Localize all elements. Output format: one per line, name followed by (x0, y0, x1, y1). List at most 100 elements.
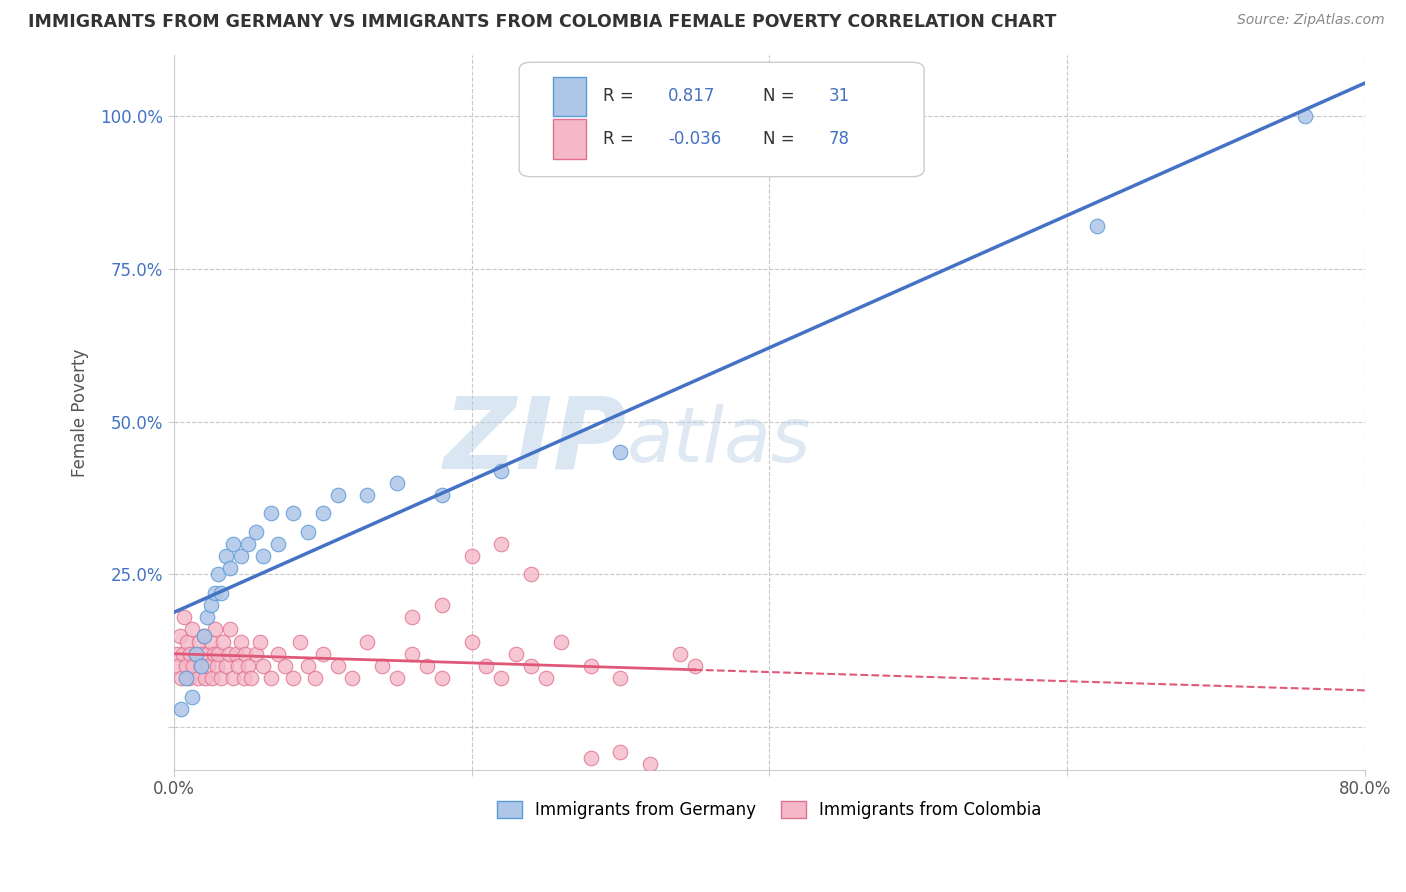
Point (197, 659, 219, 673)
Point (191, 647, 214, 661)
Point (219, 561, 242, 575)
Text: N =: N = (763, 87, 794, 105)
Point (215, 659, 238, 673)
Point (491, 537, 513, 551)
Point (187, 671, 209, 685)
Point (416, 659, 439, 673)
Text: Source: ZipAtlas.com: Source: ZipAtlas.com (1237, 13, 1385, 28)
Point (170, 702, 193, 716)
Point (683, 659, 706, 673)
Point (200, 598, 222, 612)
Point (222, 671, 245, 685)
Point (193, 629, 215, 643)
Point (252, 549, 274, 563)
Point (167, 659, 190, 673)
Point (579, 659, 602, 673)
Point (267, 647, 290, 661)
Point (194, 671, 217, 685)
Point (430, 671, 453, 685)
Point (638, 756, 661, 771)
Point (204, 586, 226, 600)
FancyBboxPatch shape (519, 62, 924, 177)
Point (215, 549, 238, 563)
Point (281, 507, 304, 521)
Point (238, 537, 260, 551)
Point (371, 659, 394, 673)
Point (201, 671, 224, 685)
Point (1294, 109, 1316, 123)
Point (173, 610, 195, 624)
Point (460, 549, 482, 563)
Point (342, 671, 364, 685)
Text: R =: R = (603, 129, 633, 148)
Point (207, 647, 229, 661)
Point (385, 671, 408, 685)
Point (176, 634, 198, 648)
Point (579, 751, 602, 765)
Point (430, 598, 453, 612)
Point (232, 671, 254, 685)
Text: 0.817: 0.817 (668, 87, 716, 105)
Point (195, 647, 218, 661)
Point (259, 507, 281, 521)
Point (184, 647, 207, 661)
Text: -0.036: -0.036 (668, 129, 721, 148)
Point (212, 634, 235, 648)
Point (174, 659, 197, 673)
Point (669, 647, 692, 661)
Point (218, 647, 240, 661)
Point (179, 647, 201, 661)
Point (267, 537, 290, 551)
Point (180, 690, 202, 704)
Point (193, 629, 215, 643)
FancyBboxPatch shape (553, 77, 586, 116)
Point (219, 623, 242, 637)
Point (609, 445, 631, 459)
Text: N =: N = (763, 129, 794, 148)
Point (209, 586, 232, 600)
Text: atlas: atlas (626, 404, 811, 478)
Point (491, 464, 513, 478)
Point (181, 659, 204, 673)
Point (172, 647, 194, 661)
Point (609, 745, 631, 759)
Point (281, 671, 304, 685)
Y-axis label: Female Poverty: Female Poverty (72, 349, 89, 476)
Point (177, 671, 200, 685)
Point (520, 659, 543, 673)
Point (249, 634, 271, 648)
Point (290, 634, 312, 648)
Point (609, 671, 631, 685)
Point (190, 659, 212, 673)
Point (356, 488, 378, 502)
Text: ZIP: ZIP (443, 392, 626, 490)
Point (184, 647, 207, 661)
Point (195, 610, 218, 624)
Point (229, 549, 252, 563)
Point (505, 647, 527, 661)
Point (188, 634, 211, 648)
Point (204, 623, 226, 637)
Point (207, 567, 229, 582)
Point (311, 507, 333, 521)
Point (222, 537, 245, 551)
Point (190, 659, 212, 673)
Text: R =: R = (603, 87, 633, 105)
Point (238, 659, 260, 673)
Point (1085, 219, 1108, 234)
Point (430, 488, 453, 502)
Point (326, 659, 349, 673)
Point (233, 647, 256, 661)
Point (401, 610, 423, 624)
Point (304, 671, 326, 685)
Point (534, 671, 557, 685)
Point (356, 634, 378, 648)
Point (297, 524, 319, 539)
Point (209, 671, 232, 685)
Point (169, 629, 191, 643)
Point (297, 659, 319, 673)
FancyBboxPatch shape (553, 120, 586, 159)
Text: 78: 78 (830, 129, 849, 148)
Point (401, 647, 423, 661)
Point (229, 634, 252, 648)
